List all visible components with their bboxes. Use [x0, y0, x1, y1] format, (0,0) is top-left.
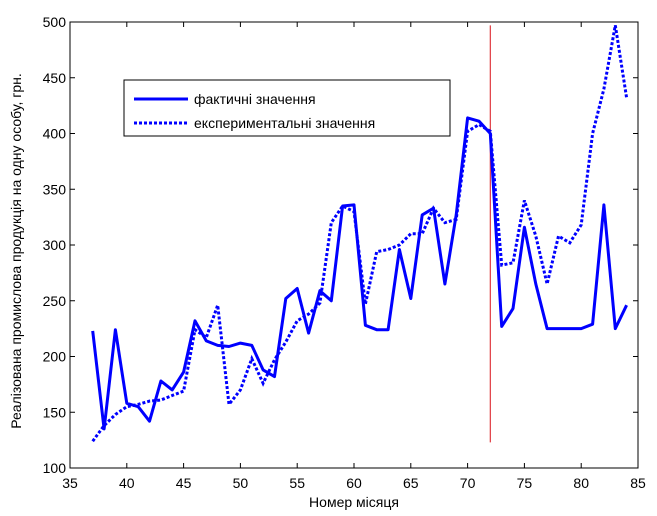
legend: фактичні значення експериментальні значен… [123, 79, 451, 137]
y-tick-label: 150 [43, 404, 67, 420]
x-tick-label: 75 [517, 475, 533, 491]
x-tick-label: 60 [346, 475, 362, 491]
y-tick-label: 500 [43, 14, 67, 30]
x-tick-label: 85 [630, 475, 646, 491]
x-tick-label: 70 [460, 475, 476, 491]
y-tick-label: 450 [43, 70, 67, 86]
y-tick-label: 300 [43, 237, 67, 253]
x-tick-label: 50 [233, 475, 249, 491]
y-tick-label: 200 [43, 349, 67, 365]
x-tick-label: 45 [176, 475, 192, 491]
y-tick-labels: 100 150 200 250 300 350 400 450 500 [43, 14, 67, 476]
x-axis-label: Номер місяця [309, 494, 399, 510]
legend-entry-label: фактичні значення [194, 91, 316, 107]
x-tick-label: 35 [62, 475, 78, 491]
x-tick-label: 80 [573, 475, 589, 491]
y-tick-label: 250 [43, 293, 67, 309]
x-tick-label: 65 [403, 475, 419, 491]
legend-entry-label: експериментальні значення [194, 115, 375, 131]
plot-area [91, 25, 629, 443]
x-tick-labels: 35 40 45 50 55 60 65 70 75 80 85 [62, 475, 646, 491]
y-axis-label: Реалізована промислова продукція на одну… [8, 73, 24, 429]
series-line-experimental [91, 25, 629, 443]
x-tick-label: 55 [289, 475, 305, 491]
legend-box [123, 79, 451, 137]
axes-frame [69, 21, 639, 469]
y-tick-label: 350 [43, 181, 67, 197]
y-tick-label: 400 [43, 126, 67, 142]
y-tick-label: 100 [43, 460, 67, 476]
x-tick-label: 40 [119, 475, 135, 491]
